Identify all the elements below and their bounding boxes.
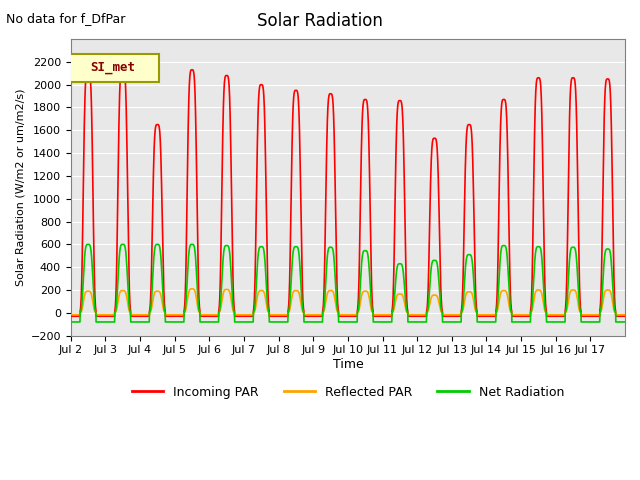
Text: SI_met: SI_met — [90, 61, 135, 74]
Y-axis label: Solar Radiation (W/m2 or um/m2/s): Solar Radiation (W/m2 or um/m2/s) — [15, 89, 25, 286]
X-axis label: Time: Time — [333, 358, 364, 371]
Legend: Incoming PAR, Reflected PAR, Net Radiation: Incoming PAR, Reflected PAR, Net Radiati… — [127, 381, 569, 404]
FancyBboxPatch shape — [68, 54, 159, 82]
Text: No data for f_DfPar: No data for f_DfPar — [6, 12, 126, 25]
Text: Solar Radiation: Solar Radiation — [257, 12, 383, 30]
